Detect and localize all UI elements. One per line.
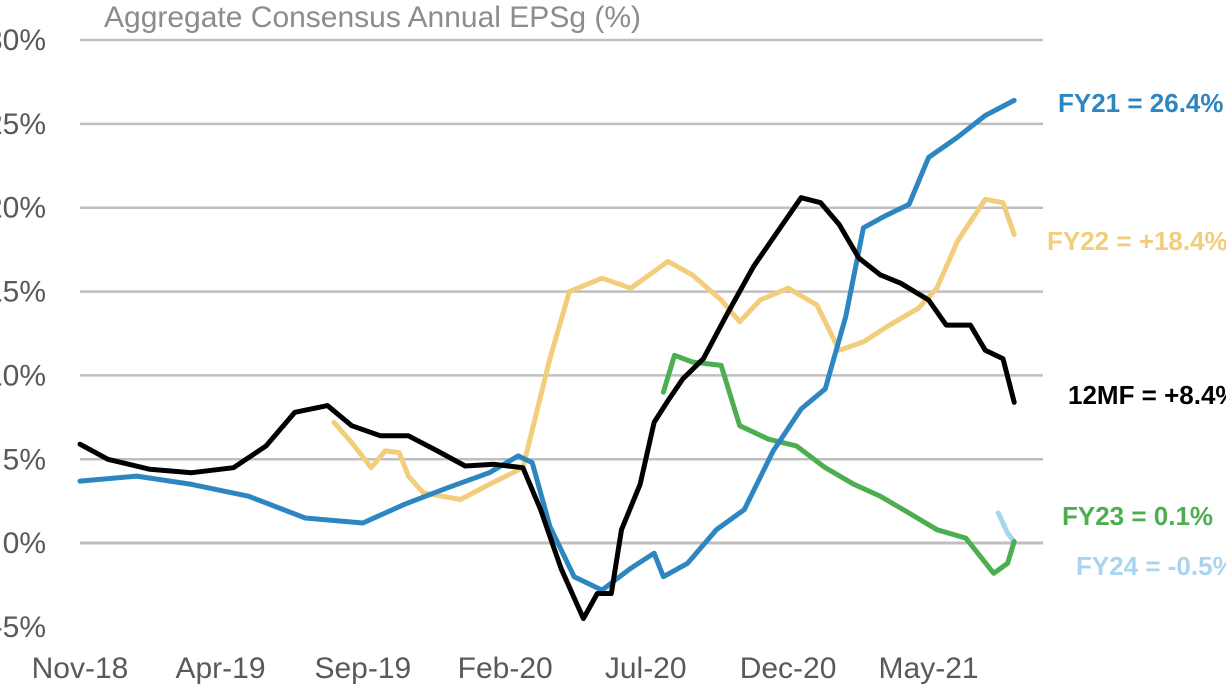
x-tick-label: Feb-20 bbox=[458, 652, 553, 685]
x-tick-label: Nov-18 bbox=[32, 652, 129, 685]
chart-title: Aggregate Consensus Annual EPSg (%) bbox=[104, 1, 641, 34]
series-line-fy21 bbox=[77, 97, 1017, 593]
series-line-fy22 bbox=[331, 196, 1017, 502]
y-tick-label: 15% bbox=[0, 276, 46, 309]
y-axis-ticks: 30% 25% 20% 15% 10% 5% 0% -5% bbox=[0, 24, 46, 644]
series-line-12mf bbox=[77, 195, 1017, 622]
series-line-fy24 bbox=[995, 510, 1017, 544]
y-tick-label: 5% bbox=[3, 443, 46, 476]
y-tick-label: 25% bbox=[0, 108, 46, 141]
series-lines bbox=[77, 97, 1017, 622]
y-tick-label: 10% bbox=[0, 359, 46, 392]
x-tick-label: Sep-19 bbox=[314, 652, 411, 685]
y-tick-label: 30% bbox=[0, 24, 46, 57]
y-tick-label: -5% bbox=[0, 611, 46, 644]
gridlines bbox=[80, 38, 1043, 461]
x-axis-ticks: Nov-18 Apr-19 Sep-19 Feb-20 Jul-20 Dec-20 May-… bbox=[32, 652, 979, 685]
end-label-12mf: 12MF = +8.4% bbox=[1068, 380, 1226, 410]
end-labels: FY21 = 26.4% FY22 = +18.4% 12MF = +8.4% FY2… bbox=[1047, 88, 1226, 581]
x-tick-label: Apr-19 bbox=[175, 652, 265, 685]
x-tick-label: May-21 bbox=[879, 652, 979, 685]
x-tick-label: Dec-20 bbox=[740, 652, 837, 685]
end-label-fy23: FY23 = 0.1% bbox=[1062, 501, 1213, 531]
y-tick-label: 0% bbox=[3, 527, 46, 560]
series-line-fy23 bbox=[660, 352, 1017, 576]
end-label-fy22: FY22 = +18.4% bbox=[1047, 226, 1226, 256]
end-label-fy21: FY21 = 26.4% bbox=[1058, 88, 1224, 118]
x-tick-label: Jul-20 bbox=[605, 652, 687, 685]
end-label-fy24: FY24 = -0.5% bbox=[1076, 551, 1226, 581]
y-tick-label: 20% bbox=[0, 192, 46, 225]
